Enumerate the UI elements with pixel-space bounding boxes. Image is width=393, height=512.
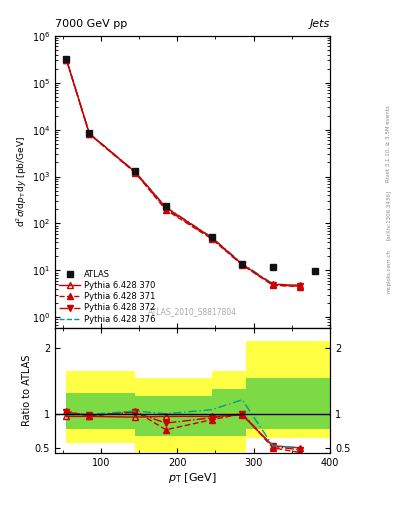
Y-axis label: $\mathrm{d}^2\sigma/\mathrm{d}p_\mathrm{T}\,\mathrm{d}y$ [pb/GeV]: $\mathrm{d}^2\sigma/\mathrm{d}p_\mathrm{… <box>15 136 29 227</box>
Text: Rivet 3.1.10, ≥ 3.5M events: Rivet 3.1.10, ≥ 3.5M events <box>386 105 391 182</box>
Text: ATLAS_2010_S8817804: ATLAS_2010_S8817804 <box>148 307 237 316</box>
Y-axis label: Ratio to ATLAS: Ratio to ATLAS <box>22 355 32 426</box>
Legend: ATLAS, Pythia 6.428 370, Pythia 6.428 371, Pythia 6.428 372, Pythia 6.428 376: ATLAS, Pythia 6.428 370, Pythia 6.428 37… <box>59 270 156 324</box>
X-axis label: $p_\mathrm{T}$ [GeV]: $p_\mathrm{T}$ [GeV] <box>168 471 217 485</box>
Text: mcplots.cern.ch: mcplots.cern.ch <box>386 249 391 293</box>
Text: 7000 GeV pp: 7000 GeV pp <box>55 18 127 29</box>
Text: Jets: Jets <box>310 18 330 29</box>
Text: [arXiv:1306.3436]: [arXiv:1306.3436] <box>386 190 391 240</box>
